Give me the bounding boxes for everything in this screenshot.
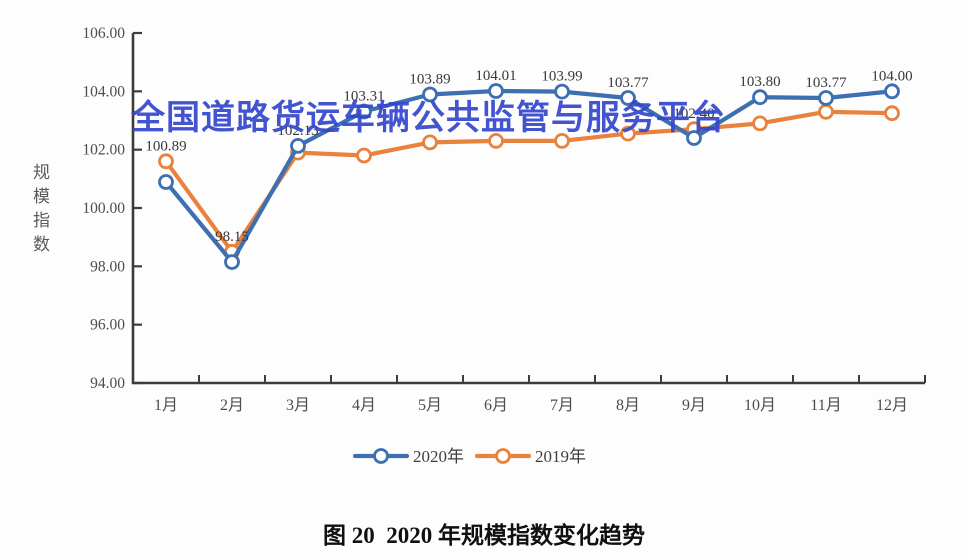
figure-caption: 图 20 2020 年规模指数变化趋势	[323, 523, 645, 548]
x-tick-label: 12月	[876, 397, 908, 414]
data-point-marker-2019年	[752, 115, 768, 132]
x-tick-label: 2月	[220, 397, 244, 414]
y-tick-label: 102.00	[82, 142, 125, 159]
x-tick-label: 4月	[352, 397, 376, 414]
data-point-marker-2020年	[686, 130, 702, 146]
data-point-marker-2019年	[620, 125, 636, 142]
data-point-label: 98.15	[215, 229, 249, 245]
x-tick-label: 6月	[484, 397, 508, 414]
data-point-marker-2020年	[620, 90, 636, 106]
x-tick-label: 1月	[154, 397, 178, 414]
data-point-label: 104.00	[871, 68, 912, 84]
x-tick-label: 7月	[550, 397, 574, 414]
scale-index-line-chart: 106.00 104.00 102.00 100.00 98.00 96.00 94.00 1…	[82, 25, 926, 466]
y-tick-label: 104.00	[82, 83, 125, 100]
data-point-label: 102.40	[673, 106, 714, 122]
data-point-marker-2020年	[752, 89, 768, 106]
series-line-2020年	[163, 88, 895, 265]
data-point-marker-2020年	[488, 83, 504, 99]
x-tick-label: 11月	[810, 397, 841, 414]
data-point-label: 104.01	[475, 68, 516, 84]
data-point-label: 103.80	[739, 74, 780, 90]
data-point-marker-2019年	[422, 134, 438, 151]
data-point-label: 103.89	[409, 72, 450, 88]
x-tick-label: 10月	[744, 397, 776, 414]
data-point-marker-2019年	[554, 132, 570, 149]
data-point-marker-2020年	[422, 86, 438, 103]
x-tick-label: 9月	[682, 397, 706, 414]
y-axis-title: 规模指数	[30, 163, 49, 259]
data-point-label: 103.99	[541, 69, 582, 85]
x-tick-label: 8月	[616, 397, 640, 414]
data-point-marker-2020年	[356, 103, 372, 120]
y-tick-label: 106.00	[82, 25, 125, 42]
data-point-marker-2019年	[488, 132, 504, 149]
data-point-marker-2019年	[818, 103, 834, 120]
data-point-marker-2019年	[884, 105, 900, 122]
legend-marker-2019年	[495, 448, 511, 464]
data-point-marker-2020年	[290, 137, 306, 154]
legend-label-2020年: 2020年	[413, 447, 464, 466]
y-tick-label: 100.00	[82, 200, 125, 217]
data-point-label: 103.77	[805, 75, 847, 91]
data-point-marker-2020年	[884, 83, 900, 100]
y-tick-label: 94.00	[90, 375, 125, 392]
data-point-label: 103.77	[607, 75, 649, 91]
data-point-marker-2020年	[818, 90, 834, 106]
legend-marker-2020年	[373, 448, 389, 464]
data-point-marker-2020年	[554, 83, 570, 100]
y-tick-label: 98.00	[90, 258, 125, 275]
data-point-label: 102.13	[277, 123, 318, 139]
data-point-marker-2020年	[224, 254, 240, 270]
data-point-marker-2020年	[158, 174, 174, 190]
series-line-2019年	[163, 109, 895, 254]
legend-label-2019年: 2019年	[535, 447, 586, 466]
data-point-marker-2019年	[158, 153, 174, 170]
x-tick-label: 3月	[286, 397, 310, 414]
y-tick-label: 96.00	[90, 317, 125, 334]
x-tick-label: 5月	[418, 397, 442, 414]
data-point-label: 100.89	[145, 138, 186, 154]
data-point-marker-2019年	[356, 147, 372, 164]
data-point-label: 103.31	[343, 89, 384, 105]
